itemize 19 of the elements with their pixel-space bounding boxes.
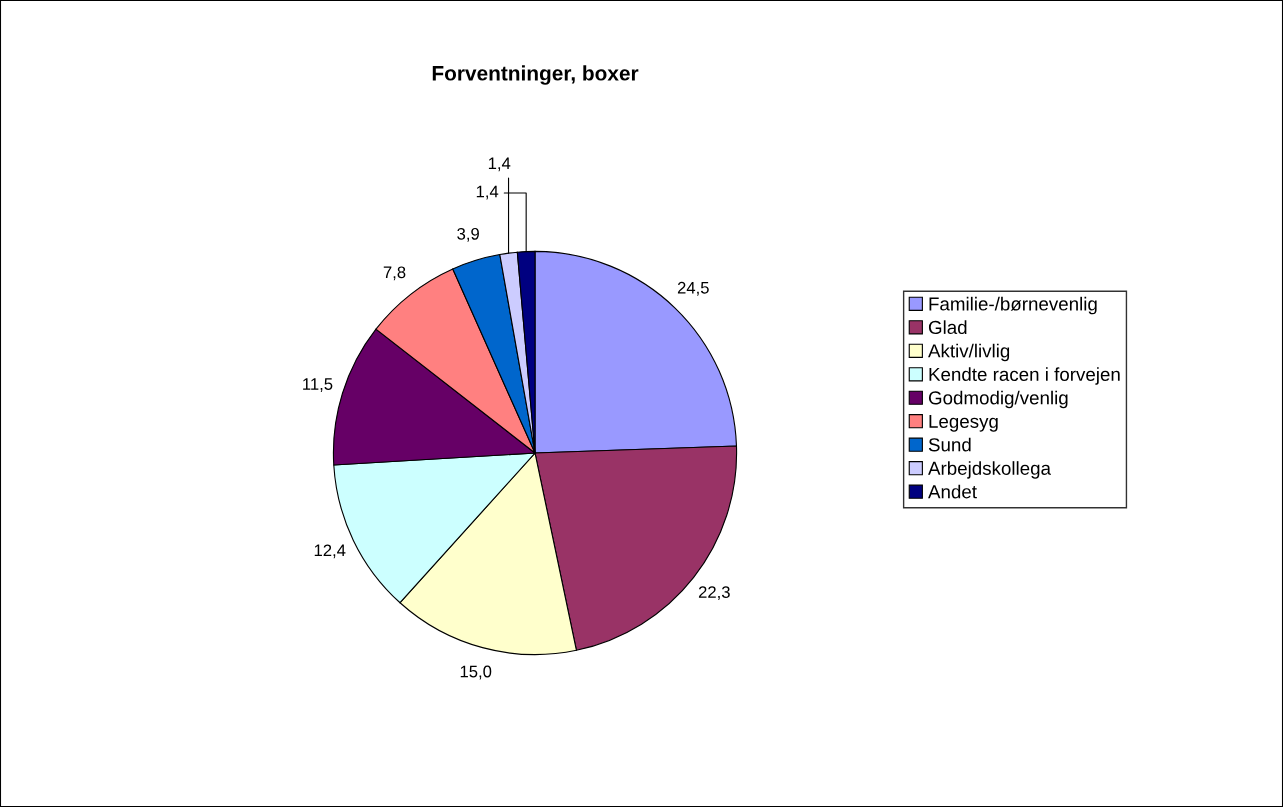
data-label: 12,4 <box>314 544 346 559</box>
data-label: 22,3 <box>698 586 730 600</box>
legend-label: Aktiv/livlig <box>928 343 1010 362</box>
data-label: 24,5 <box>677 281 709 296</box>
data-label: 3,9 <box>457 227 479 242</box>
legend-label: Kendte racen i forvejen <box>929 367 1120 385</box>
legend-label: Familie-/børnevenlig <box>929 296 1097 315</box>
data-label: 7,8 <box>383 266 406 281</box>
legend-label: Sund <box>928 437 971 452</box>
legend-label: Godmodig/venlig <box>928 390 1068 409</box>
legend-label: Arbejdskollega <box>928 461 1051 479</box>
legend-label: Legesyg <box>929 414 998 432</box>
data-label: 15,0 <box>460 665 492 680</box>
data-label: 11,5 <box>303 378 333 392</box>
legend-label: Glad <box>928 320 967 335</box>
legend-label: Andet <box>928 484 977 499</box>
chart-title: Forventninger, boxer <box>432 65 639 85</box>
data-label: 1,4 <box>488 157 511 172</box>
data-label: 1,4 <box>476 185 499 200</box>
